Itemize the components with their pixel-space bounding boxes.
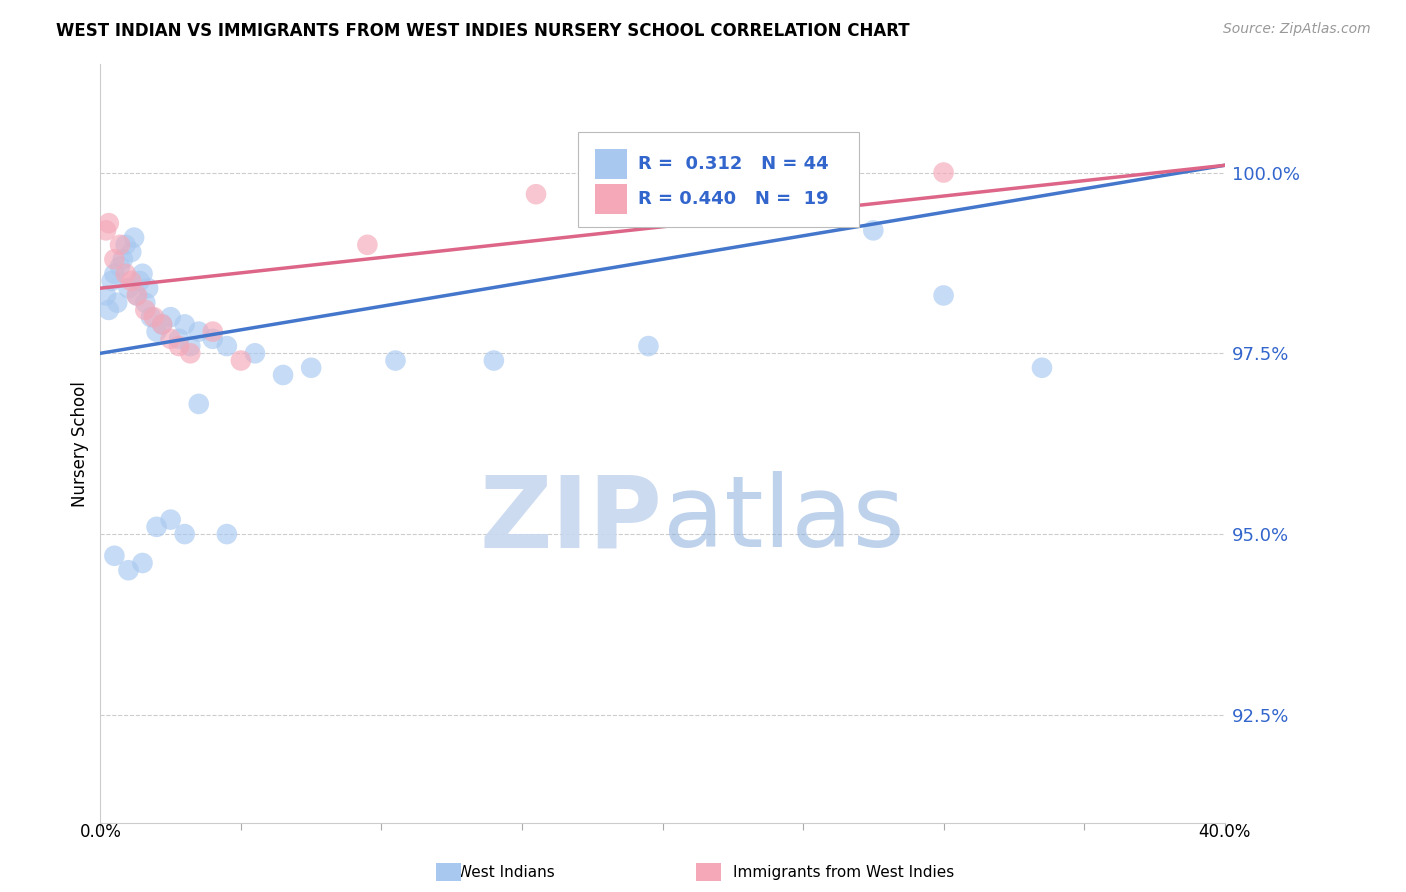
Point [97,302,120,317]
Point [215,527,238,541]
Point [142,310,165,325]
Text: WEST INDIAN VS IMMIGRANTS FROM WEST INDIES NURSERY SCHOOL CORRELATION CHART: WEST INDIAN VS IMMIGRANTS FROM WEST INDI… [56,22,910,40]
Point [114,267,136,281]
Point [167,332,190,346]
Point [299,360,322,375]
Text: West Indians: West Indians [457,865,555,880]
Point [94,223,117,237]
Point [187,397,209,411]
Point [150,318,173,332]
Point [120,245,142,260]
Point [111,252,134,267]
Point [134,295,156,310]
Point [114,237,136,252]
Point [1031,360,1053,375]
Point [108,260,131,274]
Point [271,368,294,382]
Point [120,274,142,288]
Point [173,527,195,541]
Point [179,339,201,353]
Point [139,310,162,325]
Point [201,325,224,339]
Point [173,318,195,332]
Point [862,223,884,237]
Text: atlas: atlas [662,471,904,568]
Point [103,549,125,563]
Point [125,288,148,302]
Point [834,173,856,187]
Point [384,353,406,368]
Point [215,339,238,353]
Text: Immigrants from West Indies: Immigrants from West Indies [733,865,955,880]
Point [524,187,547,202]
Point [117,281,139,295]
Text: Source: ZipAtlas.com: Source: ZipAtlas.com [1223,22,1371,37]
Point [159,513,181,527]
Text: ZIP: ZIP [479,471,662,568]
FancyBboxPatch shape [595,149,627,179]
Text: R =  0.312   N = 44: R = 0.312 N = 44 [638,155,828,173]
Point [145,520,167,534]
Point [179,346,201,360]
Y-axis label: Nursery School: Nursery School [72,381,89,507]
Point [243,346,266,360]
Point [637,339,659,353]
Point [128,274,150,288]
Text: 0.0%: 0.0% [79,823,121,841]
Point [103,267,125,281]
Point [108,237,131,252]
Point [100,274,122,288]
Point [131,267,153,281]
Point [932,165,955,179]
Point [94,288,117,302]
Point [167,339,190,353]
Point [125,288,148,302]
Point [117,563,139,577]
Text: 40.0%: 40.0% [1198,823,1251,841]
Point [150,318,173,332]
FancyBboxPatch shape [578,132,859,227]
Point [159,310,181,325]
Point [356,237,378,252]
FancyBboxPatch shape [595,184,627,214]
Point [131,556,153,570]
Point [159,332,181,346]
Point [145,325,167,339]
Point [105,295,128,310]
Text: R = 0.440   N =  19: R = 0.440 N = 19 [638,190,828,208]
Point [97,216,120,230]
Point [201,332,224,346]
Point [932,288,955,302]
Point [134,302,156,317]
Point [229,353,252,368]
Point [778,180,800,194]
Point [187,325,209,339]
Point [136,281,159,295]
Point [122,230,145,244]
Point [103,252,125,267]
Point [482,353,505,368]
